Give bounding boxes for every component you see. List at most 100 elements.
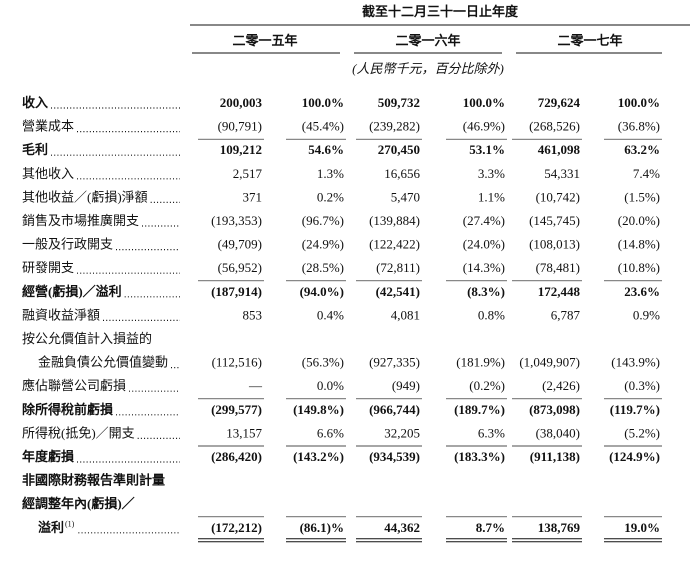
row-label: 研發開支: [22, 260, 74, 275]
row-label: 融資收益淨額: [22, 307, 100, 322]
cell-value: 2,517: [233, 166, 263, 181]
cell-value: 63.2%: [624, 142, 660, 157]
cell-value: 7.4%: [633, 166, 660, 181]
cell-value: 6,787: [551, 307, 581, 322]
cell-value: 32,205: [384, 425, 420, 440]
cell-value: (24.9%): [302, 237, 344, 252]
cell-value: 44,362: [384, 520, 420, 535]
cell-value: (145,745): [529, 213, 580, 228]
cell-value: (10.8%): [618, 260, 660, 275]
cell-value: 729,624: [538, 95, 581, 110]
row-label: 經調整年內(虧損)／: [22, 496, 135, 511]
cell-value: 172,448: [538, 284, 581, 299]
cell-value: (78,481): [536, 260, 580, 275]
cell-value: (911,138): [530, 449, 580, 464]
cell-value: 509,732: [378, 95, 420, 110]
cell-value: (20.0%): [618, 213, 660, 228]
row-label: 溢利: [38, 520, 64, 535]
cell-value: (24.0%): [463, 237, 505, 252]
cell-value: 270,450: [378, 142, 420, 157]
cell-value: 100.0%: [618, 95, 660, 110]
cell-value: (28.5%): [302, 260, 344, 275]
cell-value: (268,526): [529, 119, 580, 134]
cell-value: 13,157: [226, 425, 262, 440]
cell-value: (45.4%): [302, 119, 344, 134]
cell-value: (56.3%): [302, 355, 344, 370]
cell-value: (122,422): [369, 237, 420, 252]
cell-value: (0.2%): [469, 378, 505, 393]
period-header: 截至十二月三十一日止年度: [362, 4, 519, 19]
cell-value: 853: [243, 307, 263, 322]
cell-value: (183.3%): [454, 449, 505, 464]
cell-value: 138,769: [538, 520, 581, 535]
cell-value: (949): [392, 378, 420, 393]
cell-value: 53.1%: [469, 142, 505, 157]
row-label: 其他收益／(虧損)淨額: [22, 189, 148, 204]
cell-value: (49,709): [218, 237, 262, 252]
cell-value: 54.6%: [308, 142, 344, 157]
row-label: 非國際財務報告準則計量: [22, 473, 165, 488]
cell-value: (96.7%): [302, 213, 344, 228]
cell-value: (2,426): [542, 378, 580, 393]
cell-value: 0.0%: [317, 378, 344, 393]
cell-value: (1.5%): [624, 189, 660, 204]
cell-value: (143.2%): [293, 449, 344, 464]
cell-value: 6.3%: [478, 425, 505, 440]
row-label: 其他收入: [22, 166, 74, 181]
cell-value: (124.9%): [609, 449, 660, 464]
cell-value: 109,212: [220, 142, 262, 157]
cell-value: 1.3%: [317, 166, 344, 181]
row-label: 按公允價值計入損益的: [22, 331, 152, 346]
row-label: 經營(虧損)／溢利: [22, 284, 122, 299]
cell-value: (239,282): [369, 119, 420, 134]
cell-value: (143.9%): [611, 355, 660, 370]
cell-value: 19.0%: [624, 520, 660, 535]
row-label: 一般及行政開支: [22, 237, 113, 252]
unit-note: (人民幣千元，百分比除外): [352, 61, 504, 76]
footnote-ref: (1): [65, 520, 75, 529]
cell-value: (27.4%): [463, 213, 505, 228]
row-label: 營業成本: [22, 119, 74, 134]
cell-value: (14.3%): [463, 260, 505, 275]
cell-value: 54,331: [544, 166, 580, 181]
year-header: 二零一六年: [395, 33, 460, 48]
cell-value: 23.6%: [624, 284, 660, 299]
cell-value: (10,742): [536, 189, 580, 204]
cell-value: (90,791): [218, 119, 262, 134]
cell-value: 100.0%: [463, 95, 505, 110]
cell-value: (46.9%): [463, 119, 505, 134]
cell-value: (36.8%): [618, 119, 660, 134]
cell-value: (934,539): [369, 449, 420, 464]
cell-value: 461,098: [538, 142, 581, 157]
cell-value: (172,212): [211, 520, 262, 535]
cell-value: (873,098): [529, 402, 580, 417]
cell-value: 8.7%: [476, 520, 505, 535]
row-label: 除所得稅前虧損: [22, 402, 114, 417]
cell-value: 3.3%: [478, 166, 505, 181]
cell-value: 1.1%: [478, 189, 505, 204]
row-label: 毛利: [22, 142, 48, 157]
cell-value: 0.2%: [317, 189, 344, 204]
cell-value: (38,040): [536, 425, 580, 440]
cell-value: (42,541): [376, 284, 420, 299]
cell-value: (187,914): [211, 284, 262, 299]
cell-value: (112,516): [212, 355, 262, 370]
cell-value: 4,081: [391, 307, 420, 322]
cell-value: (94.0%): [300, 284, 344, 299]
cell-value: (108,013): [529, 237, 580, 252]
cell-value: (1,049,907): [519, 355, 580, 370]
row-label: 應佔聯營公司虧損: [22, 378, 126, 393]
cell-value: (5.2%): [624, 425, 660, 440]
cell-value: (189.7%): [454, 402, 505, 417]
cell-value: 100.0%: [302, 95, 344, 110]
cell-value: (286,420): [211, 449, 262, 464]
cell-value: (86.1)%: [300, 520, 344, 535]
cell-value: 200,003: [220, 95, 263, 110]
cell-value: 371: [243, 189, 263, 204]
row-label: 收入: [22, 95, 48, 110]
cell-value: (193,353): [211, 213, 262, 228]
cell-value: (8.3%): [467, 284, 505, 299]
cell-value: 16,656: [384, 166, 420, 181]
cell-value: 5,470: [391, 189, 420, 204]
cell-value: (149.8%): [293, 402, 344, 417]
